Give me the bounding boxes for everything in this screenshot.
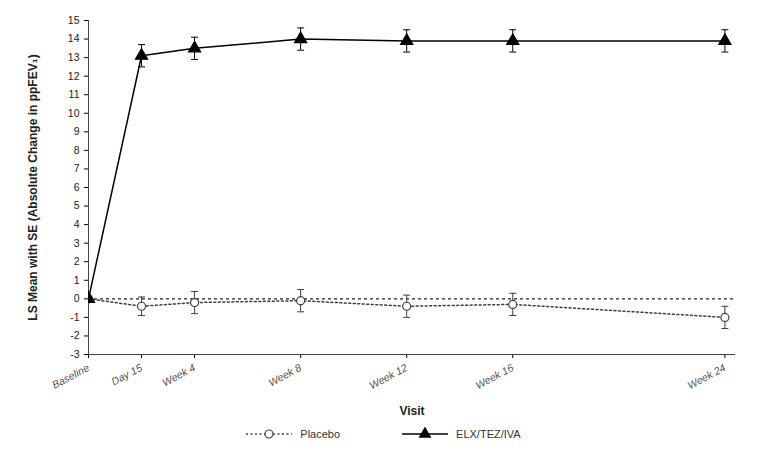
svg-text:4: 4 <box>74 218 80 230</box>
svg-text:Week 12: Week 12 <box>367 361 409 391</box>
html-text:Placebo: Placebo <box>300 428 341 440</box>
svg-text:9: 9 <box>74 125 80 137</box>
svg-text:Day 15: Day 15 <box>109 361 144 387</box>
svg-text:2: 2 <box>74 255 80 267</box>
svg-text:12: 12 <box>68 70 80 82</box>
html-text:ELX/TEZ/IVA: ELX/TEZ/IVA <box>456 428 521 440</box>
svg-text:15: 15 <box>68 14 80 26</box>
svg-text:13: 13 <box>68 51 80 63</box>
svg-text:1: 1 <box>74 274 80 286</box>
svg-text:5: 5 <box>74 199 80 211</box>
svg-text:8: 8 <box>74 144 80 156</box>
svg-text:6: 6 <box>74 181 80 193</box>
svg-text:Baseline: Baseline <box>50 361 91 391</box>
svg-text:Week 4: Week 4 <box>160 361 197 388</box>
svg-text:-1: -1 <box>70 311 79 323</box>
svg-text:14: 14 <box>68 32 80 44</box>
svg-text:Week 8: Week 8 <box>266 361 303 388</box>
svg-text:Week 16: Week 16 <box>473 361 515 391</box>
svg-text:LS Mean with SE (Absolute Chan: LS Mean with SE (Absolute Change in ppFE… <box>26 54 40 320</box>
svg-text:7: 7 <box>74 162 80 174</box>
svg-text:10: 10 <box>68 107 80 119</box>
svg-text:0: 0 <box>74 292 80 304</box>
svg-text:-3: -3 <box>70 348 79 360</box>
svg-text:-2: -2 <box>70 329 79 341</box>
svg-text:11: 11 <box>69 88 80 100</box>
svg-text:3: 3 <box>74 237 80 249</box>
svg-text:Week 24: Week 24 <box>685 361 727 391</box>
svg-text:Visit: Visit <box>399 404 424 418</box>
